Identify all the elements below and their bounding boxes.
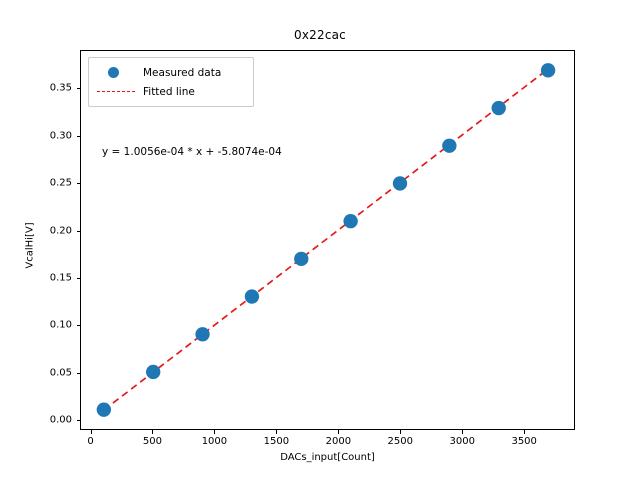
data-point	[146, 364, 161, 380]
y-axis-label: VcalHi[V]	[24, 222, 36, 269]
fitted-line-path	[103, 68, 549, 411]
data-point	[343, 213, 358, 229]
x-axis-tick	[462, 430, 464, 434]
legend-item-measured-data[interactable]: Measured data	[96, 63, 245, 82]
y-axis-tick-label: 0.35	[49, 82, 72, 94]
x-axis-tick	[214, 430, 216, 434]
data-point	[244, 289, 260, 304]
fit-equation-annotation: y = 1.0056e-04 * x + -5.8074e-04	[102, 146, 282, 158]
x-axis-tick	[90, 430, 92, 434]
data-point	[195, 327, 210, 342]
y-axis-tick	[76, 135, 80, 137]
y-axis-tick	[76, 372, 80, 374]
x-axis-tick	[400, 430, 402, 434]
y-axis-tick-label: 0.30	[49, 130, 72, 142]
data-layer	[96, 63, 556, 417]
data-point	[294, 251, 309, 267]
legend-item-fitted-line[interactable]: Fitted line	[96, 82, 245, 101]
x-axis-tick	[338, 430, 340, 434]
y-axis-tick-label: 0.10	[49, 319, 72, 331]
x-axis-tick-label: 0	[87, 436, 94, 447]
x-axis-tick	[276, 430, 278, 434]
y-axis-tick-label: 0.20	[49, 225, 72, 237]
x-axis-tick-label: 3500	[511, 436, 537, 447]
measured-data-marker-icon	[96, 66, 136, 80]
x-axis-tick-label: 500	[142, 436, 163, 447]
legend-label-measured-data: Measured data	[143, 66, 222, 79]
y-axis-tick	[76, 183, 80, 185]
data-point	[392, 176, 408, 191]
x-axis-tick-label: 2500	[387, 436, 414, 447]
x-axis-tick-label: 2000	[325, 436, 352, 447]
chart-title: 0x22cac	[294, 28, 346, 42]
plot-area	[80, 50, 575, 430]
data-point	[442, 138, 457, 153]
x-axis-tick	[524, 430, 526, 434]
data-point	[540, 63, 556, 78]
data-point	[491, 100, 506, 116]
x-axis-tick-label: 1000	[201, 436, 228, 447]
y-axis-tick	[76, 88, 80, 90]
legend-label-fitted-line: Fitted line	[143, 85, 195, 98]
fitted-line-dash-icon	[96, 85, 136, 99]
y-axis-tick	[76, 325, 80, 327]
y-axis-tick-label: 0.25	[49, 177, 72, 189]
x-axis-tick	[152, 430, 154, 434]
chart-legend: Measured data Fitted line	[88, 57, 254, 107]
x-axis-label: DACs_input[Count]	[280, 452, 375, 463]
y-axis-tick-label: 0.05	[49, 367, 72, 379]
y-axis-tick-label: 0.15	[49, 272, 72, 284]
x-axis-tick-label: 3000	[449, 436, 475, 447]
y-axis-tick	[76, 277, 80, 279]
y-axis-tick-label: 0.00	[49, 414, 72, 426]
y-axis-tick	[76, 230, 80, 232]
data-point	[96, 402, 112, 417]
x-axis-tick-label: 1500	[263, 436, 290, 447]
y-axis-tick	[76, 420, 80, 422]
